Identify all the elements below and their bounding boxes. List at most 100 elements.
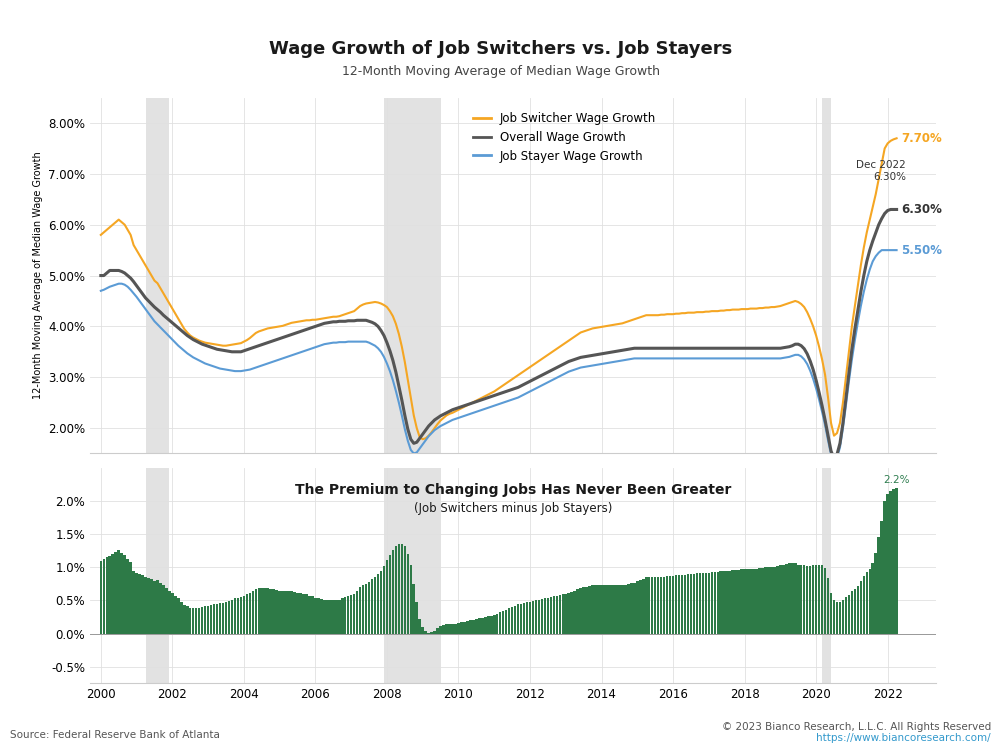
Bar: [854, 590, 856, 634]
Bar: [601, 585, 603, 634]
Bar: [720, 572, 722, 634]
Bar: [755, 569, 758, 634]
Bar: [406, 554, 409, 634]
Bar: [845, 597, 847, 634]
Bar: [126, 559, 129, 634]
Bar: [370, 579, 373, 634]
Bar: [651, 578, 654, 634]
Bar: [117, 550, 120, 634]
Bar: [341, 599, 343, 634]
Bar: [257, 588, 260, 634]
Bar: [159, 583, 162, 634]
Bar: [269, 589, 272, 634]
Bar: [604, 585, 606, 634]
Bar: [675, 575, 678, 634]
Text: The Premium to Changing Jobs Has Never Been Greater: The Premium to Changing Jobs Has Never B…: [295, 483, 731, 497]
Bar: [696, 573, 698, 634]
Bar: [210, 605, 212, 634]
Bar: [364, 584, 367, 634]
Bar: [433, 631, 435, 634]
Bar: [532, 601, 535, 634]
Bar: [299, 593, 301, 634]
Bar: [460, 623, 462, 634]
Bar: [889, 491, 892, 634]
Bar: [153, 581, 156, 634]
Text: 6.30%: 6.30%: [901, 203, 942, 216]
Bar: [287, 591, 290, 634]
Bar: [484, 617, 486, 634]
Bar: [741, 569, 743, 634]
Bar: [761, 568, 764, 634]
Bar: [833, 600, 835, 634]
Bar: [559, 595, 562, 634]
Bar: [236, 598, 239, 634]
Bar: [586, 587, 588, 634]
Text: 5.50%: 5.50%: [901, 243, 942, 257]
Bar: [344, 597, 346, 634]
Bar: [332, 600, 334, 634]
Bar: [338, 600, 340, 634]
Bar: [803, 566, 806, 634]
Bar: [511, 607, 514, 634]
Bar: [384, 98, 440, 454]
Bar: [105, 557, 108, 634]
Bar: [571, 592, 573, 634]
Bar: [866, 572, 868, 634]
Bar: [684, 575, 687, 634]
Bar: [702, 573, 704, 634]
Bar: [213, 605, 215, 634]
Bar: [589, 586, 591, 634]
Bar: [758, 568, 761, 634]
Bar: [517, 605, 520, 634]
Bar: [379, 571, 382, 634]
Bar: [842, 601, 844, 634]
Bar: [189, 608, 191, 634]
Bar: [735, 570, 737, 634]
Bar: [791, 563, 794, 634]
Bar: [225, 602, 227, 634]
Bar: [487, 617, 489, 634]
Bar: [469, 620, 471, 634]
Text: Wage Growth of Job Switchers vs. Job Stayers: Wage Growth of Job Switchers vs. Job Sta…: [269, 40, 732, 58]
Bar: [547, 598, 550, 634]
Bar: [472, 620, 474, 634]
Bar: [156, 580, 159, 634]
Text: Source: Federal Reserve Bank of Atlanta: Source: Federal Reserve Bank of Atlanta: [10, 730, 220, 740]
Bar: [296, 593, 298, 634]
Bar: [824, 568, 827, 634]
Bar: [550, 597, 553, 634]
Bar: [678, 575, 681, 634]
Bar: [442, 625, 444, 634]
Bar: [373, 577, 376, 634]
Text: 7.70%: 7.70%: [901, 131, 942, 145]
Bar: [132, 571, 135, 634]
Bar: [198, 608, 200, 634]
Bar: [475, 619, 477, 634]
Bar: [690, 574, 693, 634]
Text: Dec 2022
6.30%: Dec 2022 6.30%: [857, 160, 906, 182]
Bar: [708, 572, 710, 634]
Bar: [195, 608, 197, 634]
Bar: [747, 569, 749, 634]
Bar: [764, 567, 767, 634]
Bar: [839, 602, 841, 634]
Bar: [492, 615, 495, 634]
Bar: [207, 606, 209, 634]
Bar: [353, 594, 355, 634]
Bar: [822, 98, 831, 454]
Bar: [785, 564, 788, 634]
Bar: [627, 584, 630, 634]
Bar: [687, 574, 690, 634]
Text: https://www.biancoresearch.com/: https://www.biancoresearch.com/: [817, 734, 991, 743]
Bar: [616, 585, 618, 634]
Bar: [744, 569, 746, 634]
Bar: [147, 578, 150, 634]
Bar: [663, 577, 666, 634]
Bar: [239, 597, 242, 634]
Bar: [227, 601, 230, 634]
Bar: [412, 584, 415, 634]
Bar: [424, 631, 427, 634]
Bar: [141, 575, 144, 634]
Bar: [860, 581, 862, 634]
Bar: [418, 619, 421, 634]
